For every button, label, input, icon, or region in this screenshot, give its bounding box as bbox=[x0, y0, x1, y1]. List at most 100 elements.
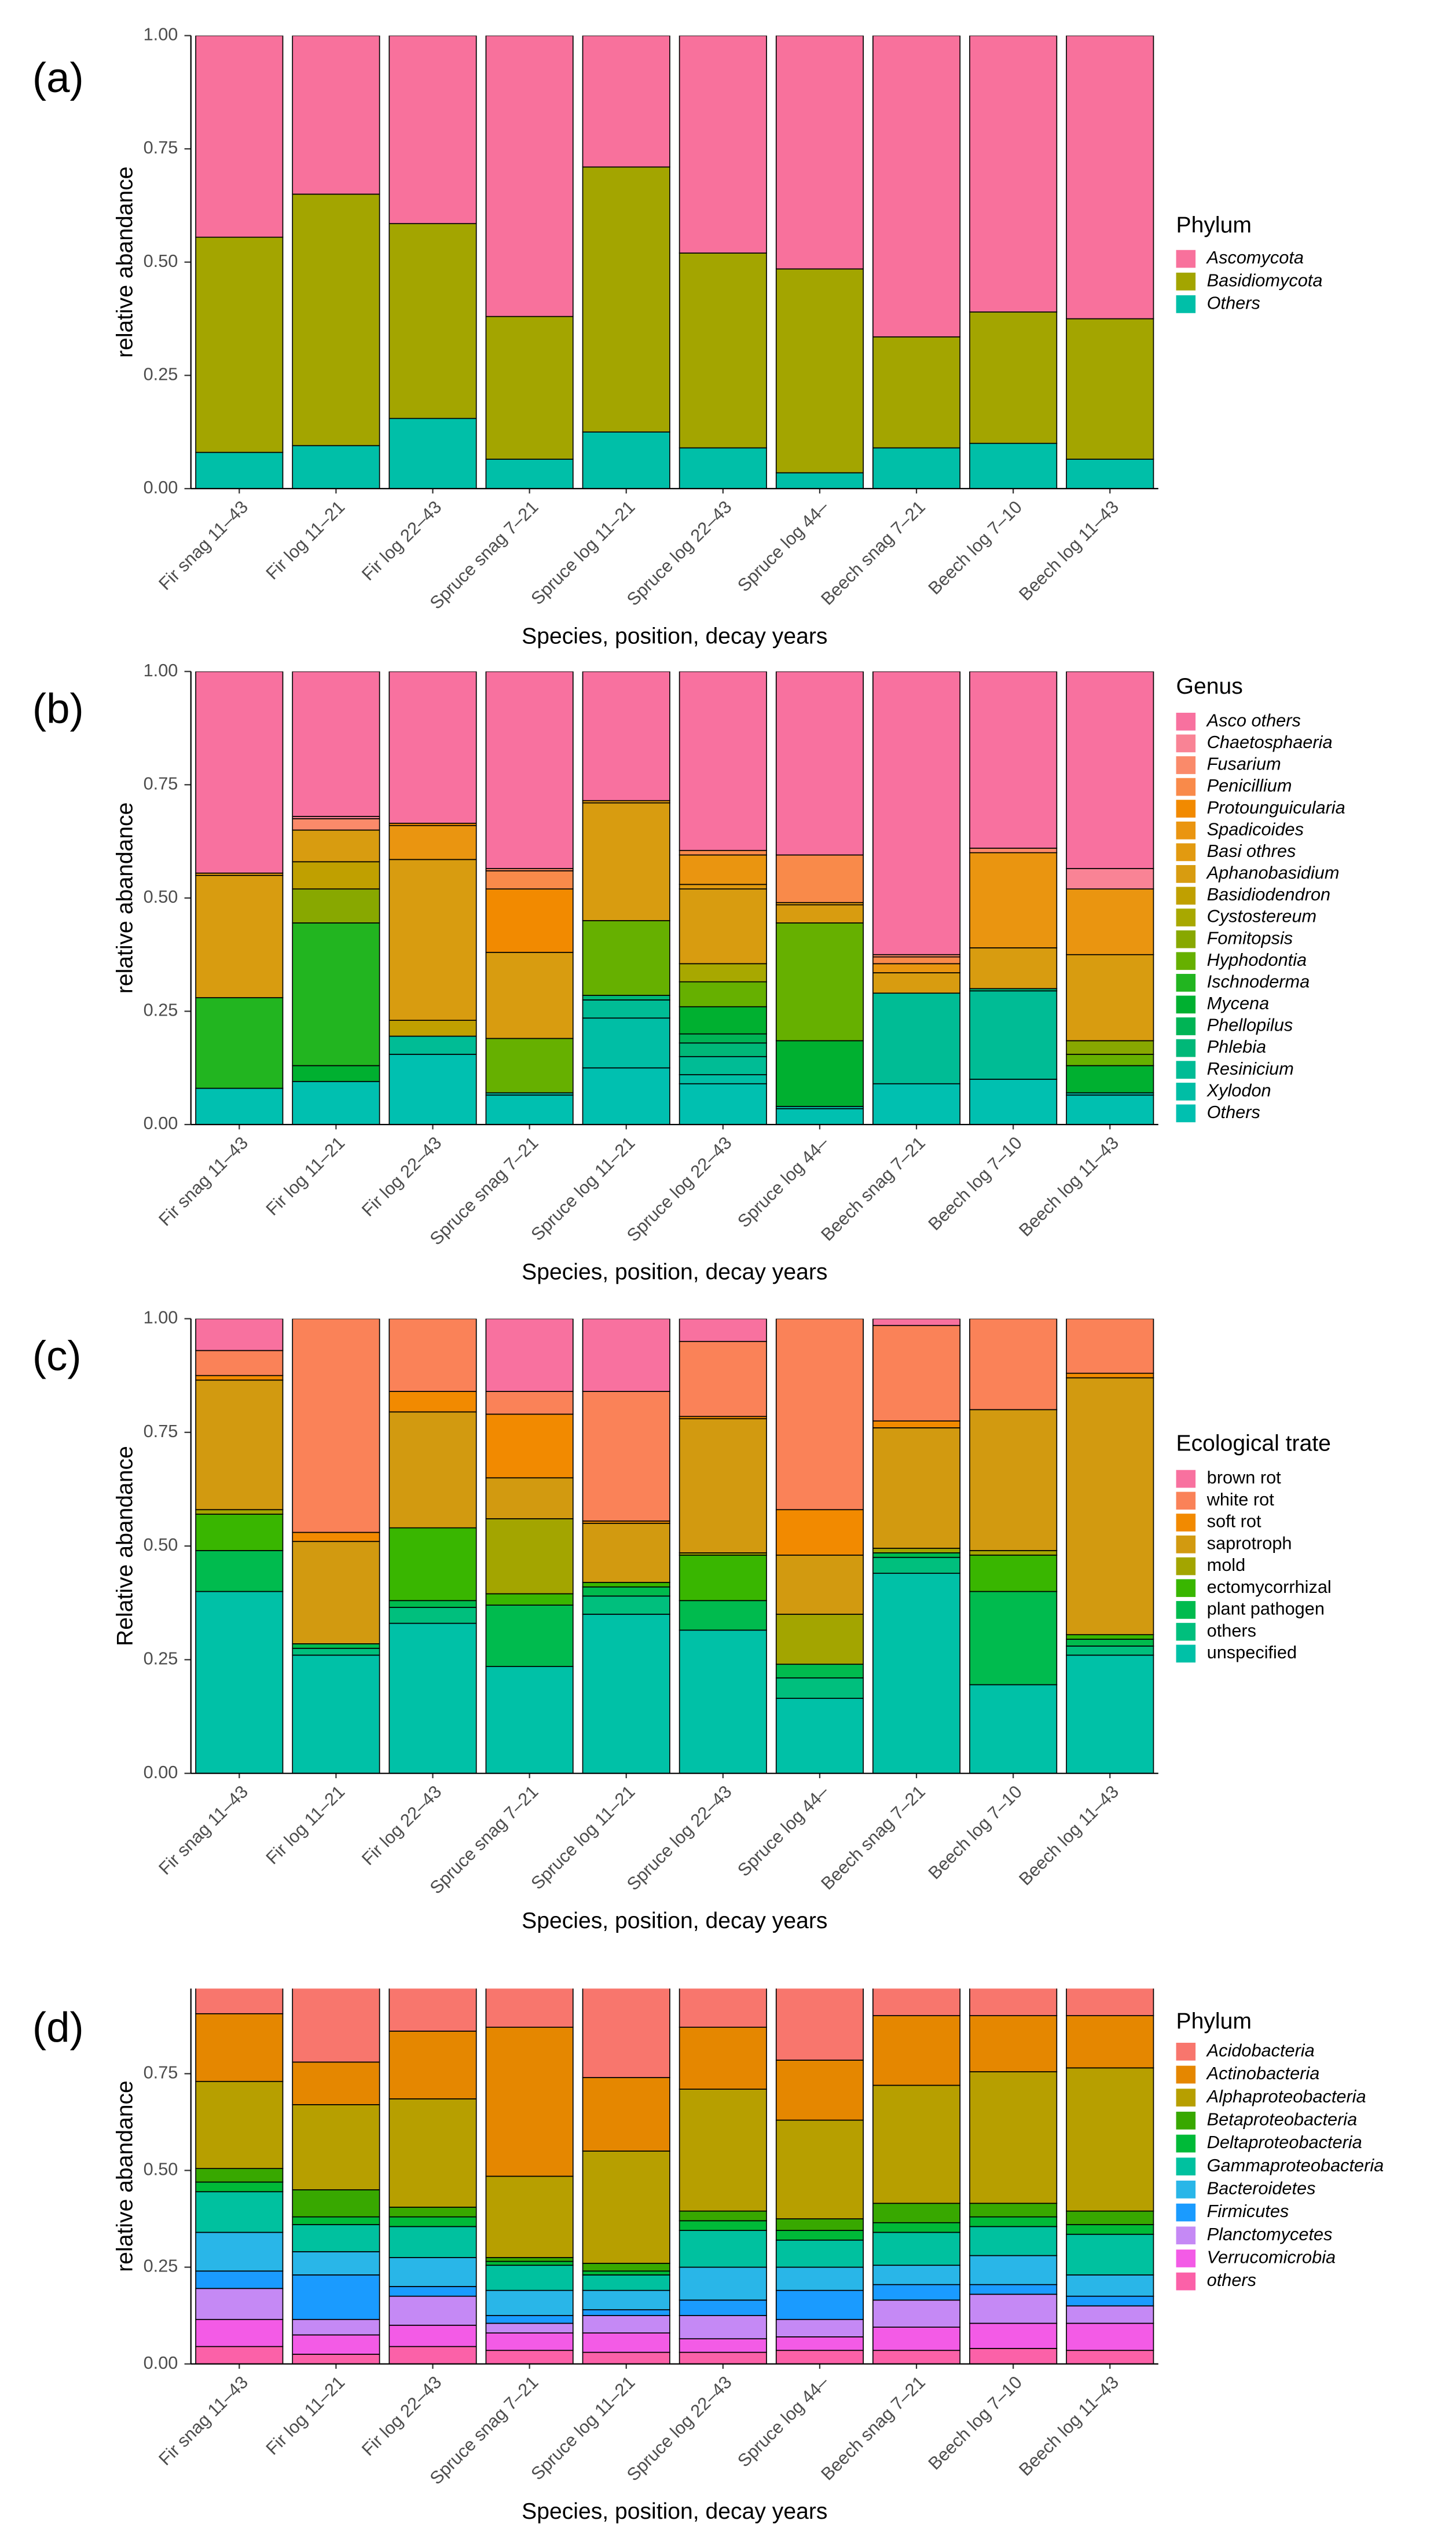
bar-segment bbox=[872, 2232, 961, 2266]
bar-segment bbox=[775, 1614, 864, 1665]
bar-segment bbox=[582, 671, 670, 801]
bar-segment bbox=[1066, 1318, 1154, 1374]
legend-label: Resinicium bbox=[1207, 1058, 1294, 1079]
bar-segment bbox=[1066, 2305, 1154, 2324]
bar-segment bbox=[292, 1532, 380, 1543]
bar-segment bbox=[292, 2104, 380, 2190]
bar-segment bbox=[582, 2077, 670, 2152]
legend-label: Fomitopsis bbox=[1207, 928, 1293, 948]
x-tick-label: Fir log 11–21 bbox=[262, 497, 349, 584]
bar-segment bbox=[485, 2350, 574, 2364]
bar-segment bbox=[679, 1318, 767, 1342]
bar-segment bbox=[388, 859, 477, 1021]
bar-segment bbox=[1066, 459, 1154, 489]
legend-title: Phylum bbox=[1176, 2009, 1252, 2034]
bar-segment bbox=[292, 829, 380, 863]
bar-segment bbox=[1066, 954, 1154, 1042]
bar-segment bbox=[195, 1318, 284, 1351]
bar-segment bbox=[775, 1677, 864, 1699]
x-tick-label: Spruce log 44– bbox=[733, 2372, 833, 2471]
bar-segment bbox=[969, 852, 1058, 948]
bar-segment bbox=[195, 2318, 284, 2347]
legend-key bbox=[1176, 1492, 1196, 1510]
bar-segment bbox=[195, 874, 284, 998]
bar-segment bbox=[969, 947, 1058, 990]
bar-segment bbox=[195, 1591, 284, 1774]
legend-label: Others bbox=[1207, 292, 1260, 313]
bar-segment bbox=[872, 2203, 961, 2223]
legend-label: Actinobacteria bbox=[1206, 2063, 1320, 2083]
y-tick-label: 0.50 bbox=[144, 886, 178, 907]
x-tick-label: Beech log 11–43 bbox=[1015, 1133, 1123, 1240]
bar-segment bbox=[388, 2286, 477, 2297]
bar-segment bbox=[292, 35, 380, 195]
legend-label: brown rot bbox=[1207, 1467, 1282, 1488]
x-axis-title: Species, position, decay years bbox=[522, 2499, 827, 2524]
bar-segment bbox=[388, 2207, 477, 2218]
bar-segment bbox=[388, 223, 477, 419]
bar-segment bbox=[969, 1409, 1058, 1551]
legend-key bbox=[1176, 1039, 1196, 1057]
panel-label: (b) bbox=[32, 686, 84, 732]
bar-segment bbox=[969, 1684, 1058, 1774]
bar-segment bbox=[679, 1033, 767, 1044]
bar-segment bbox=[485, 1593, 574, 1606]
bar-segment bbox=[292, 1065, 380, 1082]
x-tick-label: Fir log 11–21 bbox=[262, 1133, 349, 1219]
y-tick-label: 0.75 bbox=[144, 1421, 178, 1441]
bar-segment bbox=[582, 995, 670, 1001]
bar-segment bbox=[292, 2189, 380, 2218]
bar-segment bbox=[292, 2224, 380, 2252]
x-tick-label: Beech log 11–43 bbox=[1015, 2372, 1123, 2480]
bar-segment bbox=[775, 1108, 864, 1125]
legend-title: Phylum bbox=[1176, 213, 1252, 238]
y-tick-label: 0.25 bbox=[144, 364, 178, 384]
bar-segment bbox=[1066, 1094, 1154, 1125]
bar-segment bbox=[775, 671, 864, 856]
bar-segment bbox=[485, 2322, 574, 2334]
legend-key bbox=[1176, 800, 1196, 818]
bar-segment bbox=[292, 2061, 380, 2105]
bar-segment bbox=[775, 2350, 864, 2364]
x-tick-label: Spruce log 11–21 bbox=[527, 1782, 639, 1893]
legend-label: Ischnoderma bbox=[1207, 971, 1310, 991]
bar-segment bbox=[1066, 1634, 1154, 1640]
bar-segment bbox=[582, 802, 670, 921]
bar-segment bbox=[969, 2203, 1058, 2218]
y-tick-label: 0.25 bbox=[144, 1648, 178, 1669]
bar-segment bbox=[485, 1391, 574, 1415]
y-tick-label: 0.75 bbox=[144, 137, 178, 157]
bar-segment bbox=[969, 671, 1058, 849]
y-tick-label: 0.50 bbox=[144, 1534, 178, 1555]
bar-segment bbox=[1066, 888, 1154, 955]
legend-key bbox=[1176, 1601, 1196, 1619]
bar-segment bbox=[679, 1988, 767, 2028]
legend-key bbox=[1176, 1579, 1196, 1598]
x-tick-label: Spruce snag 7–21 bbox=[426, 1133, 542, 1249]
bar-segment bbox=[775, 1664, 864, 1679]
y-axis-title: Relative abandance bbox=[112, 1446, 137, 1646]
legend-label: Penicillium bbox=[1207, 775, 1292, 796]
bar-segment bbox=[292, 445, 380, 489]
legend-key bbox=[1176, 2272, 1196, 2291]
bar-segment bbox=[582, 2270, 670, 2276]
legend-label: Gammaproteobacteria bbox=[1207, 2155, 1384, 2175]
x-tick-label: Spruce log 44– bbox=[733, 1132, 833, 1232]
bar-segment bbox=[679, 2351, 767, 2364]
bar-segment bbox=[388, 1035, 477, 1055]
bar-segment bbox=[195, 1350, 284, 1376]
bar-segment bbox=[775, 2239, 864, 2268]
x-tick-label: Spruce log 11–21 bbox=[527, 1133, 639, 1244]
bar-segment bbox=[388, 417, 477, 489]
bar-segment bbox=[195, 35, 284, 238]
legend-key bbox=[1176, 930, 1196, 948]
bar-segment bbox=[1066, 2274, 1154, 2297]
bar-segment bbox=[679, 2315, 767, 2340]
legend-key bbox=[1176, 1644, 1196, 1663]
bar-segment bbox=[195, 997, 284, 1089]
bar-segment bbox=[872, 1325, 961, 1421]
legend-key bbox=[1176, 995, 1196, 1014]
legend-key bbox=[1176, 821, 1196, 840]
bar-segment bbox=[582, 1595, 670, 1615]
x-tick-label: Beech snag 7–21 bbox=[817, 1782, 929, 1894]
